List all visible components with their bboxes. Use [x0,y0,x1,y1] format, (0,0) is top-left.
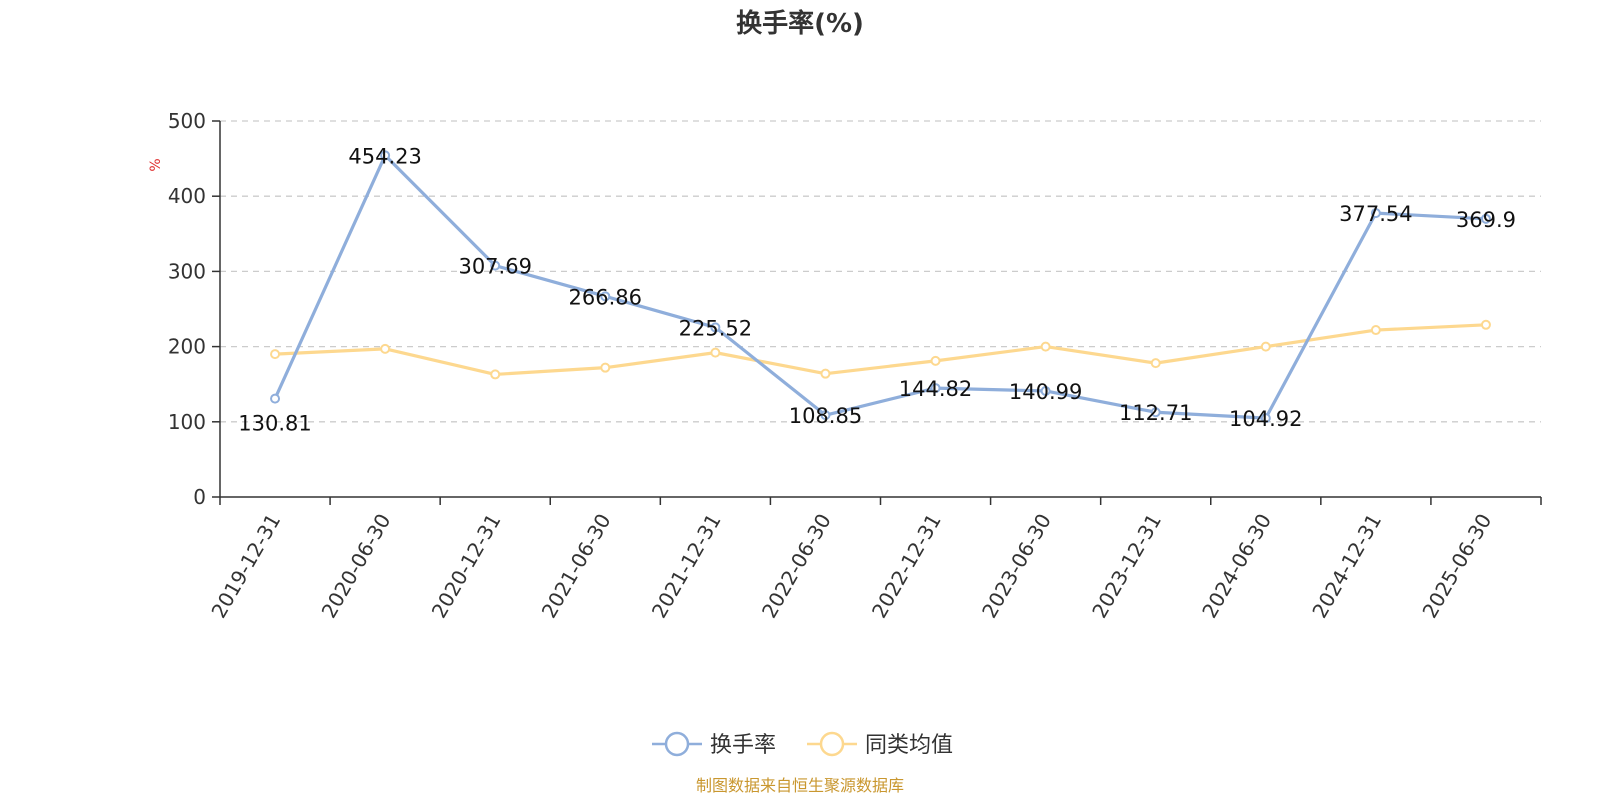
series-point [1370,208,1381,219]
legend-marker [819,731,845,757]
series-point [1480,213,1491,224]
series-point [710,347,721,358]
data-label: 112.71 [1119,401,1192,425]
series-line-1 [274,323,1487,377]
x-tick-label: 2021-12-31 [647,510,726,623]
y-tick-label: 500 [168,109,206,133]
x-tick-label: 2023-12-31 [1087,510,1166,623]
series-point [1260,413,1271,424]
y-axis-unit-label: % [148,158,164,171]
grid-lines [220,120,1541,423]
data-label: 104.92 [1229,407,1302,431]
data-labels: 130.81 454.23 307.69 266.86 225.52 108.85 144.… [238,144,1516,435]
x-tick-label: 2025-06-30 [1417,510,1496,623]
axes: 0 100 200 300 400 500 2019-12-31 2020-06-30 2020… [168,109,1542,623]
x-tick-label: 2022-06-30 [757,510,836,623]
series-point [710,322,721,333]
legend-marker [664,731,690,757]
x-tick-label: 2022-12-31 [867,510,946,623]
series-lines [270,150,1491,424]
series-point [930,355,941,366]
x-tick-label: 2020-06-30 [317,510,396,623]
x-tick-label: 2019-12-31 [206,510,285,623]
data-label: 144.82 [899,377,972,401]
series-point [820,410,831,421]
series-point [490,369,501,380]
data-label: 108.85 [789,404,862,428]
series-point [1260,341,1271,352]
chart-title: 换手率(%) [736,8,864,39]
series-point [1040,341,1051,352]
source-footer: 制图数据来自恒生聚源数据库 [696,776,904,795]
legend-label: 换手率 [710,733,776,758]
y-tick-label: 200 [168,335,206,359]
data-label: 130.81 [238,412,311,436]
series-point [1480,319,1491,330]
data-label: 266.86 [569,285,642,309]
series-point [1150,358,1161,369]
series-point [490,260,501,271]
series-point [270,349,281,360]
legend-item-0[interactable]: 换手率 [652,731,776,758]
series-point [380,150,391,161]
legend-item-1[interactable]: 同类均值 [807,731,953,758]
series-point [1370,325,1381,336]
x-tick-label: 2024-12-31 [1307,510,1386,623]
series-point [600,362,611,373]
x-tick-label: 2024-06-30 [1197,510,1276,623]
series-point [1150,407,1161,418]
data-label: 140.99 [1009,380,1082,404]
y-tick-label: 100 [168,410,206,434]
data-label: 307.69 [458,255,531,279]
legend-label: 同类均值 [865,733,953,758]
series-line-0 [273,153,1487,420]
y-tick-label: 0 [193,485,206,509]
data-label: 225.52 [679,316,752,340]
legend[interactable]: 换手率 同类均值 [652,731,953,758]
series-point [380,343,391,354]
series-point [1040,385,1051,396]
x-tick-label: 2020-12-31 [427,510,506,623]
data-label: 454.23 [348,144,421,168]
data-label: 377.54 [1339,202,1412,226]
x-tick-label: 2021-06-30 [537,510,616,623]
data-label: 369.9 [1456,208,1516,232]
series-point [820,368,831,379]
series-point [930,383,941,394]
series-point [600,291,611,302]
x-tick-label: 2023-06-30 [977,510,1056,623]
series-point [270,393,281,404]
y-tick-label: 400 [168,184,206,208]
y-tick-label: 300 [168,259,206,283]
